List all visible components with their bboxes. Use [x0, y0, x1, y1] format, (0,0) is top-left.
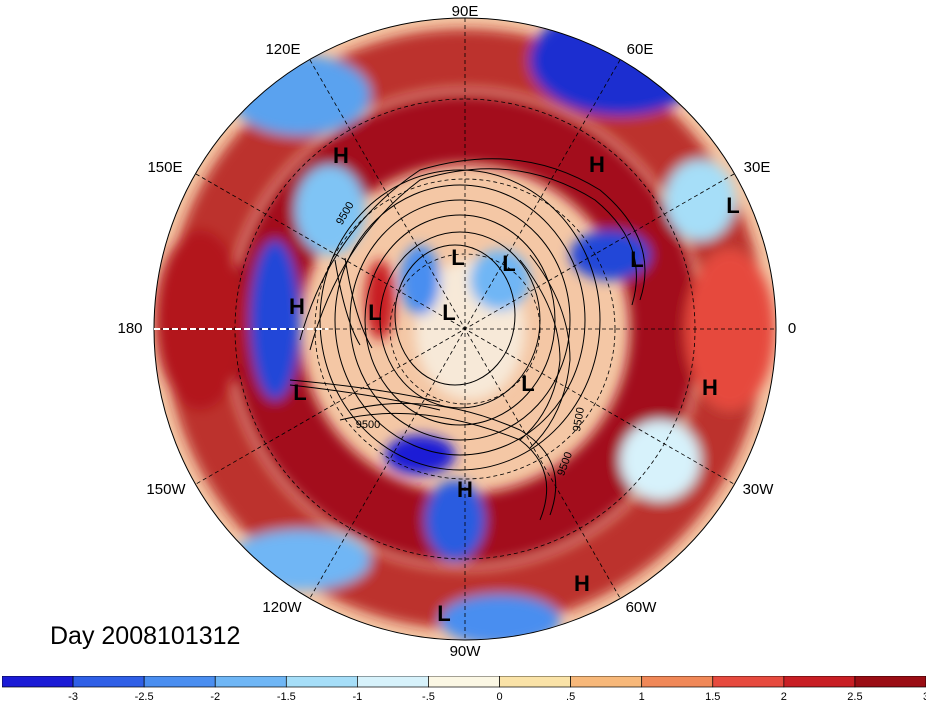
pressure-center-marker: H — [333, 143, 349, 168]
colorbar-tick-label: -1.5 — [277, 691, 296, 702]
polar-map: 90E 60E 30E 0 30W 60W 90W 120W 150W 180 … — [117, 3, 796, 660]
pressure-center-marker: L — [437, 601, 450, 626]
colorbar-box — [285, 676, 358, 688]
colorbar-box — [499, 676, 571, 688]
pressure-center-marker: L — [521, 371, 534, 396]
lon-label: 60W — [626, 599, 658, 616]
lon-label: 180 — [117, 320, 142, 337]
lon-label: 0 — [788, 320, 796, 337]
colorbar-box — [712, 676, 785, 688]
lon-label: 150W — [146, 481, 186, 498]
contour-label: 9500 — [571, 406, 587, 432]
longitude-labels: 90E 60E 30E 0 30W 60W 90W 120W 150W 180 … — [117, 3, 796, 660]
pressure-center-marker: L — [368, 300, 381, 325]
colorbar-tick-label: -.5 — [422, 691, 435, 702]
colorbar-tick-label: 0 — [496, 691, 502, 702]
contour-label: 9500 — [356, 419, 380, 431]
pressure-center-marker: H — [589, 152, 605, 177]
colorbar-tick-label: -1 — [352, 691, 362, 702]
colorbar-box — [854, 676, 926, 688]
lon-label: 60E — [627, 41, 654, 58]
map-title: Day 2008101312 — [50, 622, 241, 650]
lon-label: 150E — [147, 159, 182, 176]
lon-label: 120E — [265, 41, 300, 58]
colorbar-box — [72, 676, 145, 688]
colorbar-box — [357, 676, 429, 688]
pressure-center-marker: L — [502, 251, 515, 276]
colorbar-box — [2, 676, 74, 688]
colorbar-tick-label: 1 — [639, 691, 645, 702]
pressure-center-marker: H — [289, 294, 305, 319]
pressure-center-marker: L — [630, 247, 643, 272]
colorbar-tick-label: 2.5 — [847, 691, 862, 702]
pressure-center-marker: H — [702, 375, 718, 400]
pressure-center-marker: H — [457, 477, 473, 502]
colorbar-box — [641, 676, 714, 688]
colorbar-tick-label: 3 — [923, 691, 926, 702]
colorbar-tick-label: -3 — [68, 691, 78, 702]
pressure-center-marker: L — [451, 245, 464, 270]
colorbar-box — [143, 676, 216, 688]
pressure-center-marker: L — [442, 300, 455, 325]
colorbar-box — [428, 676, 500, 688]
lon-label: 30E — [744, 159, 771, 176]
colorbar-box — [214, 676, 287, 688]
lon-label: 120W — [262, 599, 302, 616]
colorbar-tick-label: -2.5 — [135, 691, 154, 702]
colorbar-tick-label: -2 — [210, 691, 220, 702]
colorbar-ticks: -3 -2.5 -2 -1.5 -1 -.5 0 .5 1 1.5 2 2.5 3 — [68, 691, 926, 702]
pressure-centers: H H L L L L H L L L L H H H L — [289, 143, 740, 626]
colorbar-box — [570, 676, 643, 688]
pressure-center-marker: L — [726, 193, 739, 218]
colorbar-tick-label: 1.5 — [705, 691, 720, 702]
colorbar: -3 -2.5 -2 -1.5 -1 -.5 0 .5 1 1.5 2 2.5 3 — [2, 676, 926, 702]
lon-label: 90E — [452, 3, 479, 20]
colorbar-tick-label: .5 — [566, 691, 575, 702]
lon-label: 30W — [743, 481, 775, 498]
colorbar-box — [783, 676, 856, 688]
colorbar-boxes — [2, 676, 926, 688]
lon-label: 90W — [450, 643, 482, 660]
pressure-center-marker: L — [293, 380, 306, 405]
pressure-center-marker: H — [574, 571, 590, 596]
contour-lines — [289, 158, 646, 521]
colorbar-tick-label: 2 — [781, 691, 787, 702]
